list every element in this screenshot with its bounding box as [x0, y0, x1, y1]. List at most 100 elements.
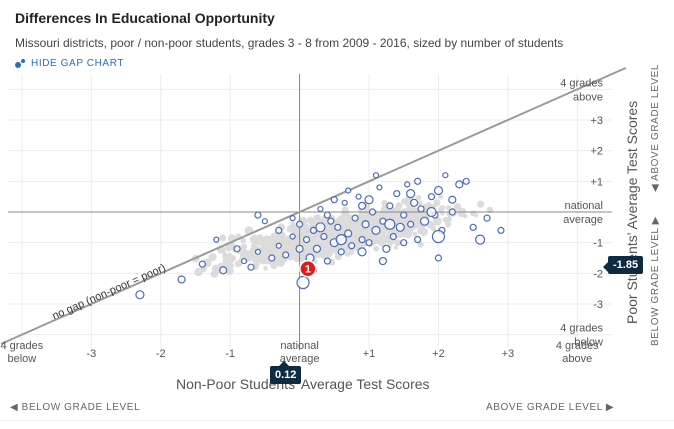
background-point: [407, 212, 415, 220]
selected-point-marker[interactable]: 1: [299, 259, 317, 278]
x-above-grade-label: ABOVE GRADE LEVEL ▶: [486, 402, 615, 413]
district-point: [393, 190, 401, 198]
x-tick-label: -2: [156, 348, 166, 360]
selected-point-circle: [299, 259, 317, 278]
y-below-text: BELOW GRADE LEVEL: [650, 227, 661, 346]
district-point: [414, 177, 422, 185]
district-point: [335, 234, 347, 246]
district-point: [368, 208, 377, 216]
district-point: [320, 232, 328, 241]
background-point: [256, 234, 264, 242]
background-point: [240, 237, 246, 244]
district-point: [361, 220, 370, 229]
background-point: [457, 209, 466, 218]
district-point: [282, 251, 290, 259]
y-tick-label: below: [574, 337, 603, 349]
district-point: [434, 254, 443, 262]
background-point: [330, 232, 337, 239]
district-point: [406, 189, 416, 199]
district-point: [315, 222, 326, 233]
background-point: [446, 216, 453, 223]
district-point: [254, 248, 262, 255]
y-below-grade-label: BELOW GRADE LEVEL ▶: [650, 216, 661, 346]
background-point: [394, 239, 402, 247]
district-point: [364, 195, 374, 205]
district-point: [462, 177, 470, 185]
district-point: [233, 245, 241, 253]
y-tick-label: +2: [590, 146, 603, 158]
background-point: [381, 199, 388, 207]
hide-gap-chart-label: HIDE GAP CHART: [31, 58, 125, 69]
y-value-badge: -1.85: [602, 256, 644, 274]
x-tick-label: -1: [225, 348, 235, 360]
district-point: [295, 220, 304, 228]
background-point: [438, 194, 444, 200]
background-point: [372, 220, 378, 227]
district-point: [254, 211, 262, 219]
x-tick-label: 4 grades: [556, 340, 599, 352]
district-point: [372, 172, 380, 179]
background-point: [474, 213, 479, 218]
district-point: [419, 216, 430, 226]
district-point: [384, 218, 396, 230]
background-point: [250, 243, 257, 250]
y-tick-label: +1: [590, 176, 603, 188]
background-point: [272, 234, 279, 241]
district-point: [357, 201, 367, 210]
district-point: [426, 206, 437, 218]
district-point: [355, 193, 362, 200]
background-point: [381, 239, 387, 245]
background-point: [419, 227, 428, 236]
diagonal-label: no gap (non-poor = poor): [51, 262, 168, 322]
district-point: [341, 199, 348, 206]
background-point: [397, 203, 403, 209]
district-point: [474, 234, 486, 245]
district-point: [395, 222, 405, 232]
background-point: [251, 234, 259, 241]
x-below-grade-label: ◀ BELOW GRADE LEVEL: [10, 402, 141, 413]
y-tick-label: national: [564, 200, 603, 212]
y-above-grade-label: ◀ ABOVE GRADE LEVEL: [650, 63, 661, 192]
district-point: [261, 218, 268, 225]
background-point: [224, 257, 230, 262]
y-tick-label: +3: [590, 115, 603, 127]
district-point: [295, 244, 304, 253]
x-tick-label: +2: [432, 348, 445, 360]
district-point: [317, 205, 324, 213]
district-point: [400, 239, 408, 247]
background-point: [308, 241, 315, 248]
district-point: [240, 257, 248, 265]
y-axis-title: Poor Students' Average Test Scores: [624, 100, 640, 324]
background-point: [298, 230, 306, 238]
background-point: [323, 243, 330, 250]
district-point: [344, 229, 353, 238]
y-tick-label: average: [563, 214, 603, 226]
background-point: [194, 267, 203, 277]
background-point: [211, 264, 220, 273]
background-point: [345, 212, 351, 218]
district-point: [275, 242, 282, 249]
background-point: [477, 200, 485, 208]
district-point: [455, 180, 464, 189]
background-point: [402, 229, 408, 235]
background-point: [354, 226, 359, 231]
district-point: [483, 214, 491, 222]
district-point: [247, 263, 255, 271]
district-point: [327, 217, 335, 225]
district-point: [378, 256, 387, 266]
district-point: [431, 229, 446, 244]
background-point: [445, 205, 452, 211]
hide-gap-chart-toggle[interactable]: HIDE GAP CHART: [15, 58, 124, 69]
district-point: [135, 290, 145, 300]
background-point: [364, 213, 371, 220]
background-point: [222, 250, 227, 256]
background-point: [432, 203, 438, 209]
district-point: [497, 226, 505, 234]
background-point: [263, 266, 268, 271]
footer-divider: [0, 420, 674, 421]
y-tick-label: 4 grades: [560, 77, 603, 89]
x-tick-label: +1: [363, 348, 376, 360]
no-gap-diagonal-line: [0, 66, 627, 345]
background-point: [219, 234, 227, 242]
